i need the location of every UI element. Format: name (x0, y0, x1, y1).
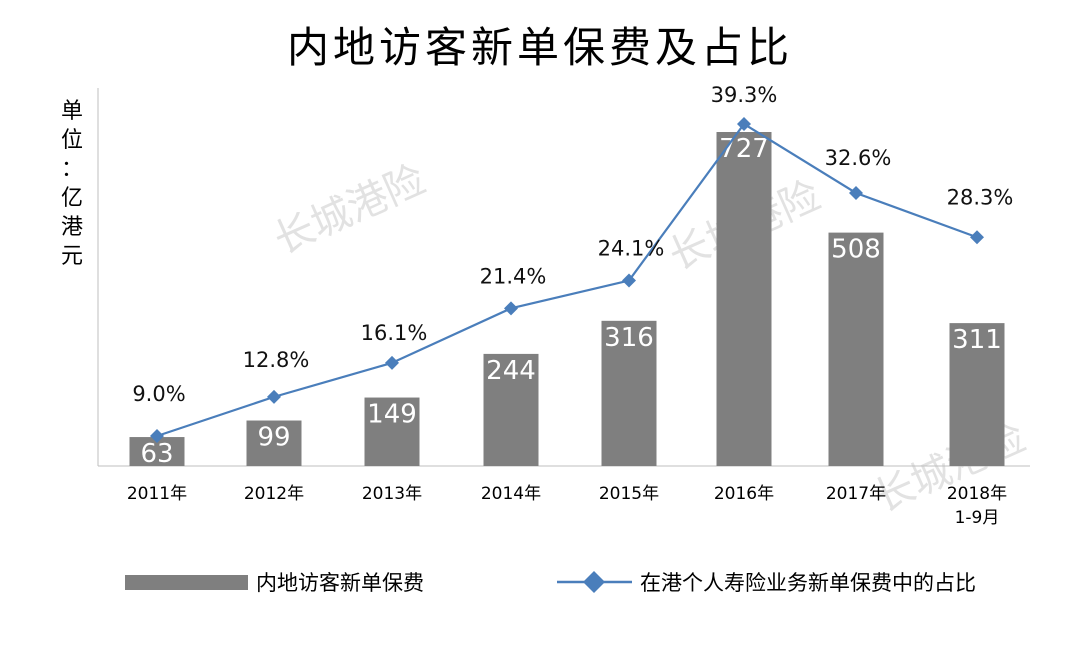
bar (949, 323, 1005, 466)
bar-value-label: 63 (140, 439, 173, 469)
line-marker (737, 117, 751, 131)
bar-value-label: 727 (719, 134, 769, 164)
bar (716, 132, 772, 466)
x-tick-label: 2015年 (599, 484, 659, 504)
legend-line-label: 在港个人寿险业务新单保费中的占比 (640, 571, 976, 595)
legend-diamond-marker (583, 571, 605, 593)
line-marker (267, 389, 281, 404)
line-marker (849, 185, 863, 200)
bar-series (129, 132, 1005, 466)
line-value-label: 32.6% (825, 146, 892, 170)
chart-title: 内地访客新单保费及占比 (287, 23, 793, 72)
x-tick-label: 2011年 (127, 484, 187, 504)
bar (246, 420, 302, 466)
bar-value-label: 99 (257, 423, 290, 453)
x-tick-labels: 2011年 2012年 2013年 2014年 2015年 2016年 2017年 2018年… (127, 484, 1007, 528)
y-axis-label-text: 单位：亿港元 (61, 99, 83, 269)
bar-value-label: 316 (604, 323, 654, 353)
x-tick-label: 2012年 (244, 484, 304, 504)
watermark-text: 长城港险 (267, 157, 432, 264)
line-value-label: 12.8% (243, 348, 310, 372)
bar-value-label: 244 (486, 356, 536, 386)
bar-value-label: 311 (952, 325, 1002, 355)
x-tick-label: 2014年 (481, 484, 541, 504)
legend-bar-swatch (125, 575, 248, 590)
bar-value-label: 149 (367, 400, 417, 430)
legend-bar-label: 内地访客新单保费 (256, 571, 424, 595)
x-tick-label: 2016年 (714, 484, 774, 504)
bar (828, 232, 884, 466)
line-labels: 9.0% 12.8% 16.1% 21.4% 24.1% 39.3% 32.6% 28.3% (132, 83, 1013, 406)
bar-labels: 63 99 149 244 316 727 508 311 (140, 134, 1001, 469)
line-marker (622, 273, 636, 288)
line-marker (970, 230, 984, 245)
line-path (156, 122, 978, 438)
line-value-label: 24.1% (598, 237, 665, 261)
line-value-label: 21.4% (480, 264, 547, 288)
bar-value-label: 508 (831, 235, 881, 265)
line-marker (150, 429, 164, 443)
bar (483, 353, 539, 466)
y-axis-label: 单位：亿港元 (61, 99, 83, 269)
line-value-label: 9.0% (132, 382, 185, 406)
line-series (150, 117, 984, 443)
line-value-label: 16.1% (361, 321, 428, 345)
line-marker (385, 355, 399, 370)
x-tick-label: 2018年 1-9月 (947, 484, 1007, 528)
line-value-label: 28.3% (947, 185, 1014, 209)
x-tick-label: 2013年 (362, 484, 422, 504)
legend: 内地访客新单保费 在港个人寿险业务新单保费中的占比 (125, 571, 976, 595)
line-value-label: 39.3% (711, 83, 778, 107)
line-marker (504, 301, 518, 316)
bar (601, 320, 657, 466)
bar (364, 397, 420, 466)
x-tick-label: 2017年 (826, 484, 886, 504)
